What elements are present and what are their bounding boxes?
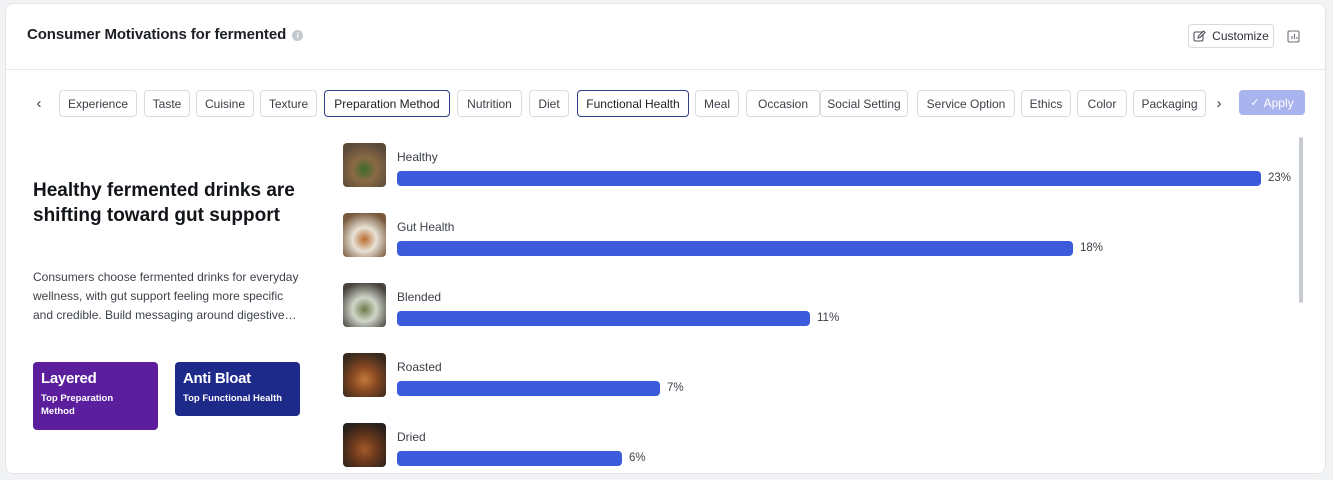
chevron-left-icon[interactable]: ‹ <box>36 95 42 112</box>
bar-label: Blended <box>397 290 442 304</box>
bar-row: Blended 11% <box>342 280 1302 327</box>
food-thumbnail <box>343 353 386 397</box>
bar-value-label: 6% <box>629 452 646 464</box>
bar-fill <box>397 311 810 326</box>
bar-label: Gut Health <box>397 220 455 234</box>
tab-texture[interactable]: Texture <box>260 90 317 117</box>
insight-headline: Healthy fermented drinks are shifting to… <box>33 180 295 226</box>
tab-taste[interactable]: Taste <box>144 90 190 117</box>
bar-fill <box>397 171 1261 186</box>
customize-label: Customize <box>1212 29 1269 43</box>
page-title: Consumer Motivations for fermented i <box>27 26 304 43</box>
bar-fill <box>397 241 1073 256</box>
bar-label: Roasted <box>397 360 442 374</box>
insight-description: Consumers choose fermented drinks for ev… <box>33 270 299 322</box>
category-tabs: ‹ Experience Taste Cuisine Texture Preparati… <box>6 90 1325 118</box>
apply-button[interactable]: ✓ Apply <box>1239 90 1305 115</box>
apply-label: Apply <box>1263 95 1294 110</box>
bar-value-label: 23% <box>1268 172 1292 184</box>
bar-label: Dried <box>397 430 426 444</box>
tab-occasion[interactable]: Occasion <box>746 90 820 117</box>
tab-color[interactable]: Color <box>1077 90 1127 117</box>
bar-value-label: 7% <box>667 382 684 394</box>
tab-diet[interactable]: Diet <box>529 90 569 117</box>
bar-fill <box>397 451 622 466</box>
motivation-bar-chart: Healthy 23% Gut Health 18% Blended 11% Roasted… <box>342 140 1302 473</box>
food-thumbnail <box>343 423 386 467</box>
bar-row: Dried 6% <box>342 420 1302 467</box>
badge-title: Layered <box>41 370 97 387</box>
bar-value-label: 11% <box>817 312 840 324</box>
check-icon: ✓ <box>1250 97 1260 109</box>
badge-functional-health: Anti Bloat Top Functional Health <box>175 362 300 416</box>
card-header: Consumer Motivations for fermented i Cust… <box>6 4 1325 70</box>
bar-label: Healthy <box>397 150 438 164</box>
insight-panel: Healthy fermented drinks are shifting to… <box>33 178 303 228</box>
tab-meal[interactable]: Meal <box>695 90 739 117</box>
chevron-right-icon[interactable]: › <box>1216 95 1222 112</box>
tab-cuisine[interactable]: Cuisine <box>196 90 254 117</box>
tab-functional-health[interactable]: Functional Health <box>577 90 689 117</box>
export-icon[interactable] <box>1286 28 1302 44</box>
edit-icon <box>1193 29 1206 42</box>
customize-button[interactable]: Customize <box>1188 24 1274 48</box>
bar-fill <box>397 381 660 396</box>
tab-social-setting[interactable]: Social Setting <box>820 90 908 117</box>
info-icon[interactable]: i <box>292 29 304 41</box>
badge-preparation-method: Layered Top Preparation Method <box>33 362 158 430</box>
food-thumbnail <box>343 283 386 327</box>
page-title-text: Consumer Motivations for fermented <box>27 26 287 43</box>
tab-service-option[interactable]: Service Option <box>917 90 1015 117</box>
badge-title: Anti Bloat <box>183 370 251 387</box>
tab-nutrition[interactable]: Nutrition <box>457 90 522 117</box>
tab-ethics[interactable]: Ethics <box>1021 90 1071 117</box>
tab-experience[interactable]: Experience <box>59 90 137 117</box>
food-thumbnail <box>343 143 386 187</box>
tab-preparation-method[interactable]: Preparation Method <box>324 90 450 117</box>
food-thumbnail <box>343 213 386 257</box>
badge-subtitle: Top Functional Health <box>183 393 283 404</box>
badge-subtitle: Top Preparation Method <box>41 393 114 417</box>
bar-row: Healthy 23% <box>342 140 1302 187</box>
bar-row: Gut Health 18% <box>342 210 1302 257</box>
tab-packaging[interactable]: Packaging <box>1133 90 1206 117</box>
bar-value-label: 18% <box>1080 242 1104 254</box>
bar-row: Roasted 7% <box>342 350 1302 397</box>
motivations-card: Consumer Motivations for fermented i Cust… <box>5 3 1326 474</box>
scrollbar[interactable] <box>1299 137 1303 303</box>
